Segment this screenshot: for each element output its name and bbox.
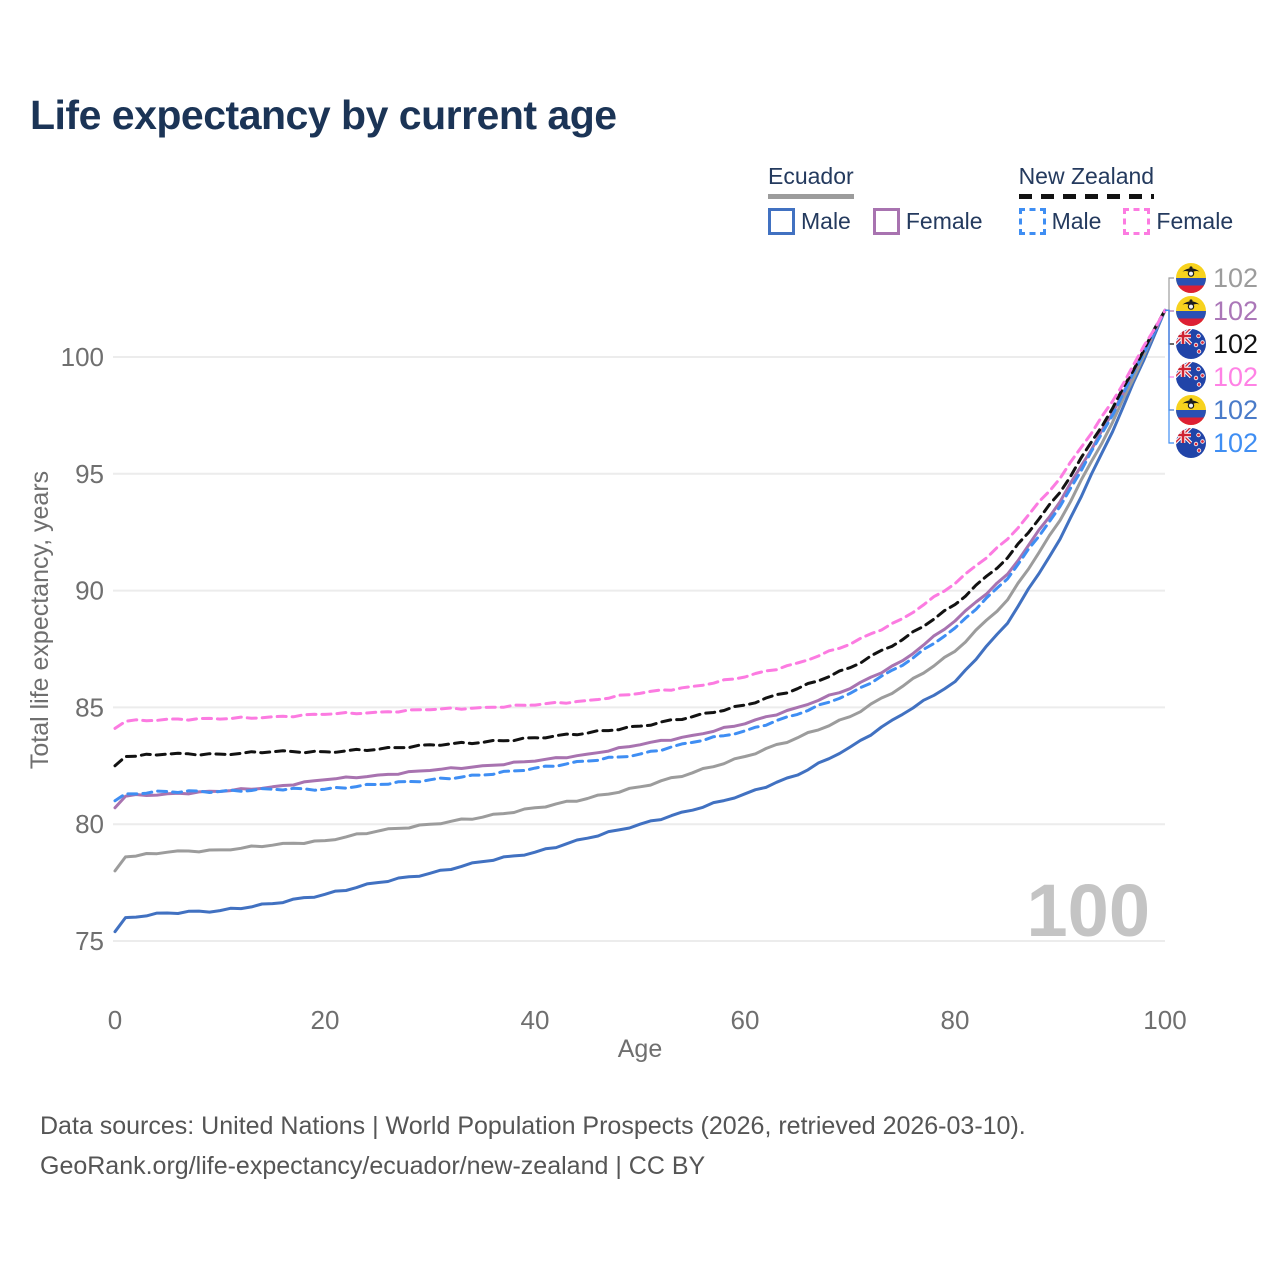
- georank-link[interactable]: GeoRank.org/life-expectancy/ecuador/new-…: [40, 1152, 706, 1180]
- new-zealand-flag-icon: [1176, 428, 1206, 458]
- star: [1200, 439, 1205, 444]
- legend-new-zealand-female-label[interactable]: Female: [1156, 208, 1234, 234]
- new-zealand-flag-icon: [1176, 329, 1206, 359]
- ecuador-flag-art: [1176, 395, 1206, 425]
- ecuador-flag-icon: [1176, 296, 1206, 326]
- y-tick-label: 80: [75, 809, 104, 839]
- y-tick-label: 90: [75, 576, 104, 606]
- legend-ecuador-title[interactable]: Ecuador: [768, 163, 854, 199]
- leader-line: [1165, 277, 1174, 311]
- ecuador-flag-art: [1176, 263, 1206, 293]
- legend: Ecuador Male Female New Zealand Male Fem…: [768, 163, 1233, 235]
- series-line-ecuador-male: [113, 308, 1167, 934]
- star: [1196, 349, 1202, 354]
- legend-new-zealand-male-label[interactable]: Male: [1051, 208, 1102, 234]
- legend-group-ecuador: Ecuador Male Female: [768, 163, 983, 235]
- series-line-nz-both: [113, 308, 1167, 768]
- legend-ecuador-female-label[interactable]: Female: [905, 208, 983, 234]
- legend-new-zealand-items: Male Female: [1018, 208, 1234, 235]
- star: [1193, 441, 1199, 447]
- x-axis-title: Age: [618, 1035, 662, 1063]
- end-label-value: 102: [1213, 296, 1258, 326]
- x-tick-label: 40: [521, 1005, 550, 1035]
- new-zealand-flag-art: [1176, 362, 1206, 392]
- star: [1193, 375, 1199, 381]
- flag-red-band: [1176, 285, 1206, 293]
- flag-blue-band: [1176, 311, 1206, 319]
- end-label-value: 102: [1213, 329, 1258, 359]
- series-line-ecuador-female: [113, 308, 1167, 810]
- ecuador-flag-art: [1176, 296, 1206, 326]
- flag-red-band: [1176, 318, 1206, 326]
- ecuador-female-swatch-icon[interactable]: [872, 208, 900, 235]
- x-tick-label: 0: [108, 1005, 122, 1035]
- page-title: Life expectancy by current age: [30, 92, 617, 138]
- end-label-value: 102: [1213, 362, 1258, 392]
- new-zealand-flag-art: [1176, 329, 1206, 359]
- legend-new-zealand-title[interactable]: New Zealand: [1018, 163, 1155, 199]
- x-tick-label: 20: [311, 1005, 340, 1035]
- y-axis-title: Total life expectancy, years: [26, 471, 54, 769]
- star: [1196, 448, 1202, 453]
- y-tick-label: 95: [75, 459, 104, 489]
- x-tick-label: 100: [1143, 1005, 1186, 1035]
- star: [1200, 340, 1205, 345]
- condor-shield: [1187, 270, 1195, 277]
- condor-shield: [1187, 303, 1195, 310]
- star: [1200, 373, 1205, 378]
- x-tick-label: 60: [731, 1005, 760, 1035]
- new-zealand-flag-art: [1176, 428, 1206, 458]
- chart-footer: Data sources: United Nations | World Pop…: [40, 1106, 1026, 1186]
- series-line-nz-female: [113, 308, 1167, 730]
- data-sources-text: Data sources: United Nations | World Pop…: [40, 1112, 1026, 1140]
- new-zealand-female-swatch-icon[interactable]: [1123, 208, 1151, 235]
- end-label-value: 102: [1213, 428, 1258, 458]
- series-line-nz-male: [113, 308, 1167, 803]
- ecuador-male-swatch-icon[interactable]: [768, 208, 795, 235]
- end-label-value: 102: [1213, 395, 1258, 425]
- condor-head: [1189, 299, 1193, 303]
- age-watermark: 100: [1027, 869, 1150, 952]
- x-tick-label: 80: [941, 1005, 970, 1035]
- ecuador-flag-icon: [1176, 395, 1206, 425]
- y-tick-label: 85: [75, 692, 104, 722]
- y-tick-label: 100: [61, 342, 104, 372]
- end-label-value: 102: [1213, 263, 1258, 293]
- star: [1196, 382, 1202, 387]
- star: [1196, 432, 1201, 438]
- condor-head: [1189, 398, 1193, 402]
- series-line-ecuador-both: [113, 308, 1167, 873]
- legend-ecuador-male-label[interactable]: Male: [801, 208, 851, 234]
- flag-blue-band: [1176, 278, 1206, 286]
- star: [1196, 366, 1201, 372]
- y-tick-label: 75: [75, 926, 104, 956]
- new-zealand-flag-icon: [1176, 362, 1206, 392]
- star: [1193, 342, 1199, 348]
- ecuador-flag-icon: [1176, 263, 1206, 293]
- legend-group-new-zealand: New Zealand Male Female: [1018, 163, 1234, 235]
- flag-red-band: [1176, 417, 1206, 425]
- leader-line: [1165, 309, 1174, 444]
- flag-blue-band: [1176, 410, 1206, 418]
- star: [1196, 333, 1201, 339]
- condor-head: [1189, 266, 1193, 270]
- condor-shield: [1187, 402, 1195, 409]
- legend-ecuador-items: Male Female: [768, 208, 983, 235]
- new-zealand-male-swatch-icon[interactable]: [1018, 208, 1046, 235]
